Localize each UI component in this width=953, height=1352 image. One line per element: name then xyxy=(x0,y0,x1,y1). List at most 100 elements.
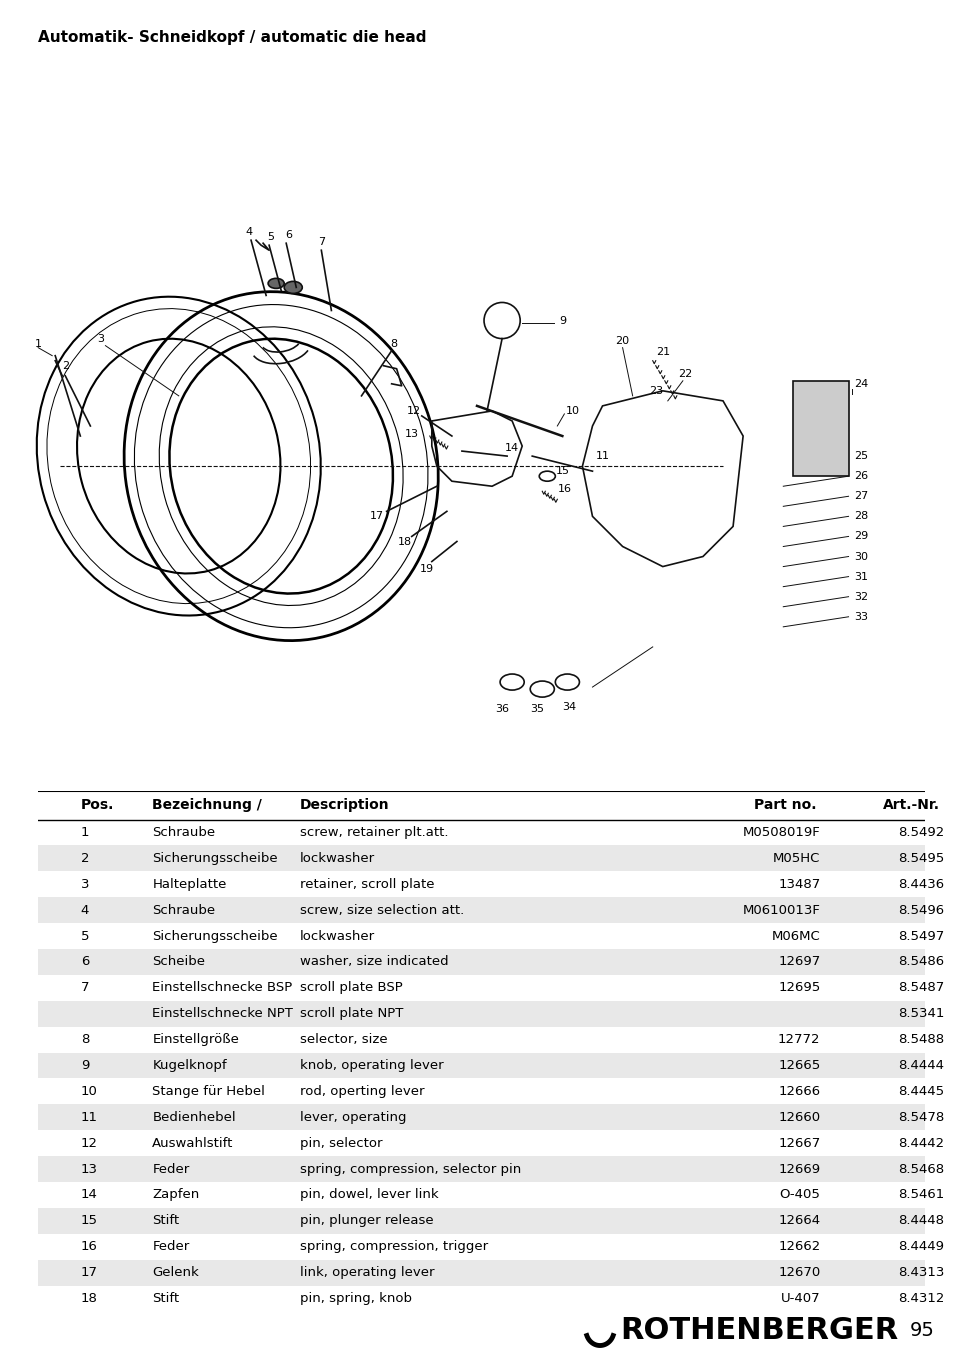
Text: Feder: Feder xyxy=(152,1163,190,1175)
Text: M0610013F: M0610013F xyxy=(741,903,820,917)
Text: U-407: U-407 xyxy=(780,1293,820,1305)
Text: 3: 3 xyxy=(81,877,90,891)
Text: spring, compression, trigger: spring, compression, trigger xyxy=(300,1240,488,1253)
Text: 12662: 12662 xyxy=(778,1240,820,1253)
Text: 36: 36 xyxy=(495,704,509,714)
Text: 19: 19 xyxy=(419,564,434,573)
Text: Sicherungsscheibe: Sicherungsscheibe xyxy=(152,852,277,865)
Text: 35: 35 xyxy=(530,704,543,714)
Text: 8.4313: 8.4313 xyxy=(897,1265,943,1279)
Text: 12772: 12772 xyxy=(777,1033,820,1046)
Text: 12660: 12660 xyxy=(778,1111,820,1124)
Text: Part no.: Part no. xyxy=(753,798,815,813)
Text: M0508019F: M0508019F xyxy=(742,826,820,840)
Bar xyxy=(38,1207,924,1234)
Bar xyxy=(38,898,924,923)
Text: 8: 8 xyxy=(81,1033,89,1046)
Text: 8.5495: 8.5495 xyxy=(898,852,943,865)
Text: 12667: 12667 xyxy=(778,1137,820,1149)
Text: Pos.: Pos. xyxy=(81,798,114,813)
Text: 8.4445: 8.4445 xyxy=(898,1084,943,1098)
Text: Feder: Feder xyxy=(152,1240,190,1253)
Text: selector, size: selector, size xyxy=(300,1033,388,1046)
Text: 4: 4 xyxy=(81,903,89,917)
Text: 18: 18 xyxy=(81,1293,97,1305)
Text: 30: 30 xyxy=(854,552,867,561)
Text: 8.5478: 8.5478 xyxy=(898,1111,943,1124)
Text: 8.4444: 8.4444 xyxy=(898,1059,943,1072)
Bar xyxy=(793,381,847,476)
Text: pin, selector: pin, selector xyxy=(300,1137,382,1149)
Bar xyxy=(38,1105,924,1130)
Text: lockwasher: lockwasher xyxy=(300,852,375,865)
Text: 8.4442: 8.4442 xyxy=(898,1137,943,1149)
Text: 2: 2 xyxy=(62,361,69,370)
Text: 8: 8 xyxy=(390,338,396,349)
Text: O-405: O-405 xyxy=(779,1188,820,1202)
Text: 24: 24 xyxy=(854,379,868,389)
Text: screw, retainer plt.att.: screw, retainer plt.att. xyxy=(300,826,448,840)
Text: lever, operating: lever, operating xyxy=(300,1111,406,1124)
Text: 12669: 12669 xyxy=(778,1163,820,1175)
Bar xyxy=(38,1053,924,1079)
Bar xyxy=(38,1260,924,1286)
Text: retainer, scroll plate: retainer, scroll plate xyxy=(300,877,435,891)
Text: 6: 6 xyxy=(285,230,293,241)
Text: 8.4449: 8.4449 xyxy=(898,1240,943,1253)
Ellipse shape xyxy=(284,281,302,293)
Text: 8.5488: 8.5488 xyxy=(898,1033,943,1046)
Text: Einstellgröße: Einstellgröße xyxy=(152,1033,239,1046)
Text: 20: 20 xyxy=(615,335,629,346)
Text: 8.5341: 8.5341 xyxy=(897,1007,943,1021)
Text: Stange für Hebel: Stange für Hebel xyxy=(152,1084,265,1098)
Bar xyxy=(38,1000,924,1026)
Bar xyxy=(38,949,924,975)
Text: Einstellschnecke NPT: Einstellschnecke NPT xyxy=(152,1007,293,1021)
Text: 8.5496: 8.5496 xyxy=(898,903,943,917)
Text: 5: 5 xyxy=(268,233,274,242)
Text: 12670: 12670 xyxy=(778,1265,820,1279)
Text: 32: 32 xyxy=(854,592,868,602)
Bar xyxy=(38,1156,924,1182)
Text: 22: 22 xyxy=(677,369,691,379)
Text: 6: 6 xyxy=(81,956,89,968)
Text: Scheibe: Scheibe xyxy=(152,956,205,968)
Text: 10: 10 xyxy=(81,1084,97,1098)
Bar xyxy=(38,845,924,871)
Text: pin, spring, knob: pin, spring, knob xyxy=(300,1293,412,1305)
Text: pin, plunger release: pin, plunger release xyxy=(300,1214,434,1228)
Text: Schraube: Schraube xyxy=(152,826,215,840)
Text: 1: 1 xyxy=(34,338,42,349)
Text: scroll plate NPT: scroll plate NPT xyxy=(300,1007,403,1021)
Text: 8.4448: 8.4448 xyxy=(898,1214,943,1228)
Text: 8.4312: 8.4312 xyxy=(897,1293,943,1305)
Text: Halteplatte: Halteplatte xyxy=(152,877,227,891)
Text: 26: 26 xyxy=(854,472,868,481)
Text: 16: 16 xyxy=(81,1240,97,1253)
Text: pin, dowel, lever link: pin, dowel, lever link xyxy=(300,1188,438,1202)
Ellipse shape xyxy=(268,279,284,288)
Text: Stift: Stift xyxy=(152,1214,179,1228)
Text: 17: 17 xyxy=(81,1265,97,1279)
Text: M05HC: M05HC xyxy=(772,852,820,865)
Text: 1: 1 xyxy=(81,826,90,840)
Text: 8.5486: 8.5486 xyxy=(898,956,943,968)
Text: Auswahlstift: Auswahlstift xyxy=(152,1137,233,1149)
Text: 12695: 12695 xyxy=(778,982,820,994)
Text: Sicherungsscheibe: Sicherungsscheibe xyxy=(152,930,277,942)
Text: Description: Description xyxy=(300,798,390,813)
Text: Einstellschnecke BSP: Einstellschnecke BSP xyxy=(152,982,293,994)
Text: Art.-Nr.: Art.-Nr. xyxy=(882,798,939,813)
Text: Stift: Stift xyxy=(152,1293,179,1305)
Text: ROTHENBERGER: ROTHENBERGER xyxy=(619,1315,898,1345)
Text: 12666: 12666 xyxy=(778,1084,820,1098)
Text: 31: 31 xyxy=(854,572,867,581)
Text: Schraube: Schraube xyxy=(152,903,215,917)
Text: link, operating lever: link, operating lever xyxy=(300,1265,435,1279)
Text: screw, size selection att.: screw, size selection att. xyxy=(300,903,464,917)
Text: 12665: 12665 xyxy=(778,1059,820,1072)
Text: Bedienhebel: Bedienhebel xyxy=(152,1111,235,1124)
Text: 8.5497: 8.5497 xyxy=(898,930,943,942)
Text: 14: 14 xyxy=(81,1188,97,1202)
Text: 27: 27 xyxy=(854,491,868,502)
